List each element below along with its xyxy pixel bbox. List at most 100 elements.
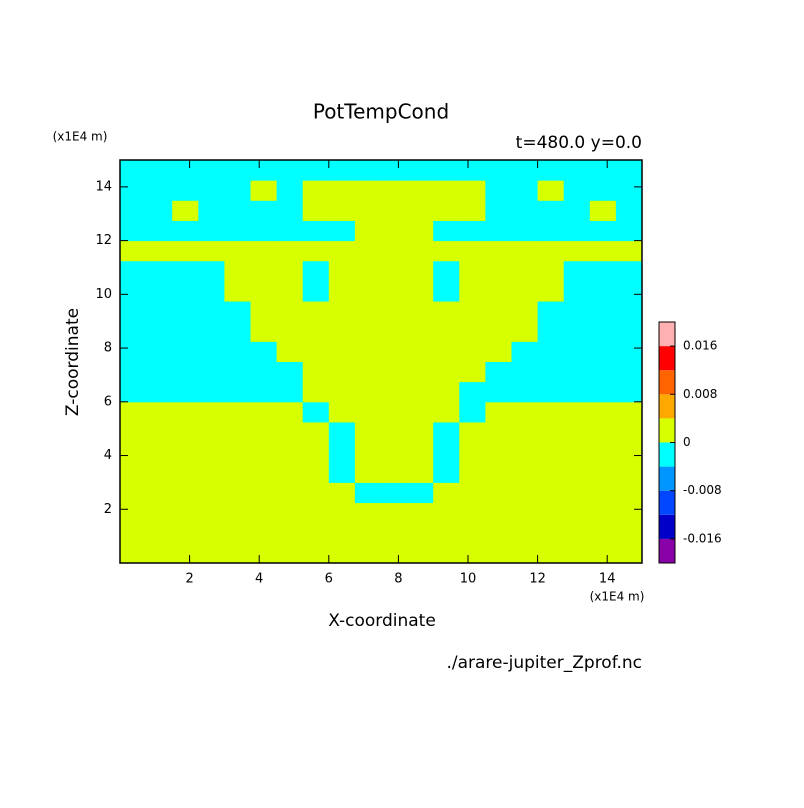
x-tick-label: 14: [599, 572, 616, 587]
colorbar-band: [659, 346, 675, 371]
contour-cell: [354, 482, 382, 504]
contour-cell: [224, 240, 251, 262]
contour-cell: [354, 542, 382, 564]
contour-cell: [615, 341, 643, 362]
contour-cell: [433, 301, 460, 322]
contour-cell: [589, 401, 617, 423]
contour-cell: [250, 240, 278, 262]
contour-cell: [146, 280, 173, 302]
contour-cell: [354, 240, 382, 262]
contour-cell: [198, 502, 225, 524]
y-tick-label: 10: [95, 287, 112, 302]
y-tick-label: 14: [95, 179, 112, 194]
contour-cell: [407, 522, 434, 544]
contour-cell: [433, 321, 460, 342]
contour-cell: [485, 301, 512, 322]
contour-cell: [302, 502, 330, 524]
contour-cell: [615, 442, 643, 463]
x-axis-label: X-coordinate: [328, 611, 436, 631]
contour-cell: [433, 341, 460, 362]
contour-cell: [120, 240, 147, 262]
contour-cell: [120, 401, 147, 423]
contour-cell: [250, 220, 278, 242]
contour-cell: [224, 341, 251, 362]
contour-cell: [146, 401, 173, 423]
x-tick-label: 8: [394, 572, 402, 587]
contour-cell: [485, 341, 512, 362]
colorbar-tick-label: -0.016: [683, 531, 722, 545]
contour-cell: [250, 180, 278, 201]
contour-cell: [224, 442, 251, 463]
contour-cell: [537, 462, 565, 483]
contour-cell: [407, 260, 434, 282]
colorbar-tick-label: -0.008: [683, 483, 722, 497]
chart-title: PotTempCond: [313, 100, 449, 124]
contour-cell: [407, 502, 434, 524]
contour-cell: [537, 401, 565, 423]
contour-cell: [250, 462, 278, 483]
contour-cell: [511, 381, 539, 403]
contour-cell: [198, 542, 225, 564]
contour-cell: [146, 240, 173, 262]
contour-cell: [302, 341, 330, 362]
colorbar-band: [659, 538, 675, 563]
contour-cell: [354, 361, 382, 383]
contour-cell: [537, 280, 565, 302]
contour-cell: [120, 280, 147, 302]
contour-cell: [328, 401, 356, 423]
contour-cell: [250, 160, 278, 181]
contour-cell: [250, 280, 278, 302]
contour-cell: [459, 260, 486, 282]
contour-cell: [563, 200, 591, 221]
contour-cell: [589, 220, 617, 242]
contour-cell: [302, 442, 330, 463]
contour-cell: [615, 240, 643, 262]
x-tick-label: 4: [255, 572, 263, 587]
contour-cell: [172, 502, 199, 524]
contour-cell: [511, 401, 539, 423]
contour-cell: [537, 361, 565, 383]
contour-cell: [224, 421, 251, 443]
contour-cell: [563, 421, 591, 443]
contour-cell: [433, 381, 460, 403]
contour-cell: [511, 160, 539, 181]
contour-cell: [328, 502, 356, 524]
contour-cell: [615, 401, 643, 423]
contour-cell: [563, 542, 591, 564]
colorbar-band: [659, 466, 675, 491]
contour-cell: [146, 220, 173, 242]
contour-cell: [615, 220, 643, 242]
contour-cell: [433, 462, 460, 483]
contour-cell: [433, 522, 460, 544]
contour-cell: [146, 542, 173, 564]
contour-cell: [537, 321, 565, 342]
contour-cell: [146, 502, 173, 524]
y-axis-label: Z-coordinate: [63, 308, 83, 416]
contour-cell: [354, 220, 382, 242]
contour-cell: [328, 542, 356, 564]
contour-cell: [198, 522, 225, 544]
contour-cell: [407, 442, 434, 463]
contour-cell: [381, 180, 408, 201]
contour-cell: [302, 381, 330, 403]
contour-cell: [354, 180, 382, 201]
contour-cell: [328, 421, 356, 443]
contour-cell: [537, 240, 565, 262]
contour-cell: [354, 421, 382, 443]
contour-cell: [485, 381, 512, 403]
contour-cell: [459, 502, 486, 524]
contour-cell: [407, 462, 434, 483]
contour-cell: [172, 381, 199, 403]
contour-cell: [276, 401, 304, 423]
contour-cell: [537, 381, 565, 403]
contour-cell: [433, 220, 460, 242]
colorbar-band: [659, 490, 675, 515]
contour-cell: [276, 160, 304, 181]
colorbar-band: [659, 418, 675, 443]
contour-cell: [198, 301, 225, 322]
contour-cell: [563, 160, 591, 181]
contour-cell: [120, 482, 147, 504]
y-tick-label: 6: [104, 394, 112, 409]
contour-cell: [354, 301, 382, 322]
